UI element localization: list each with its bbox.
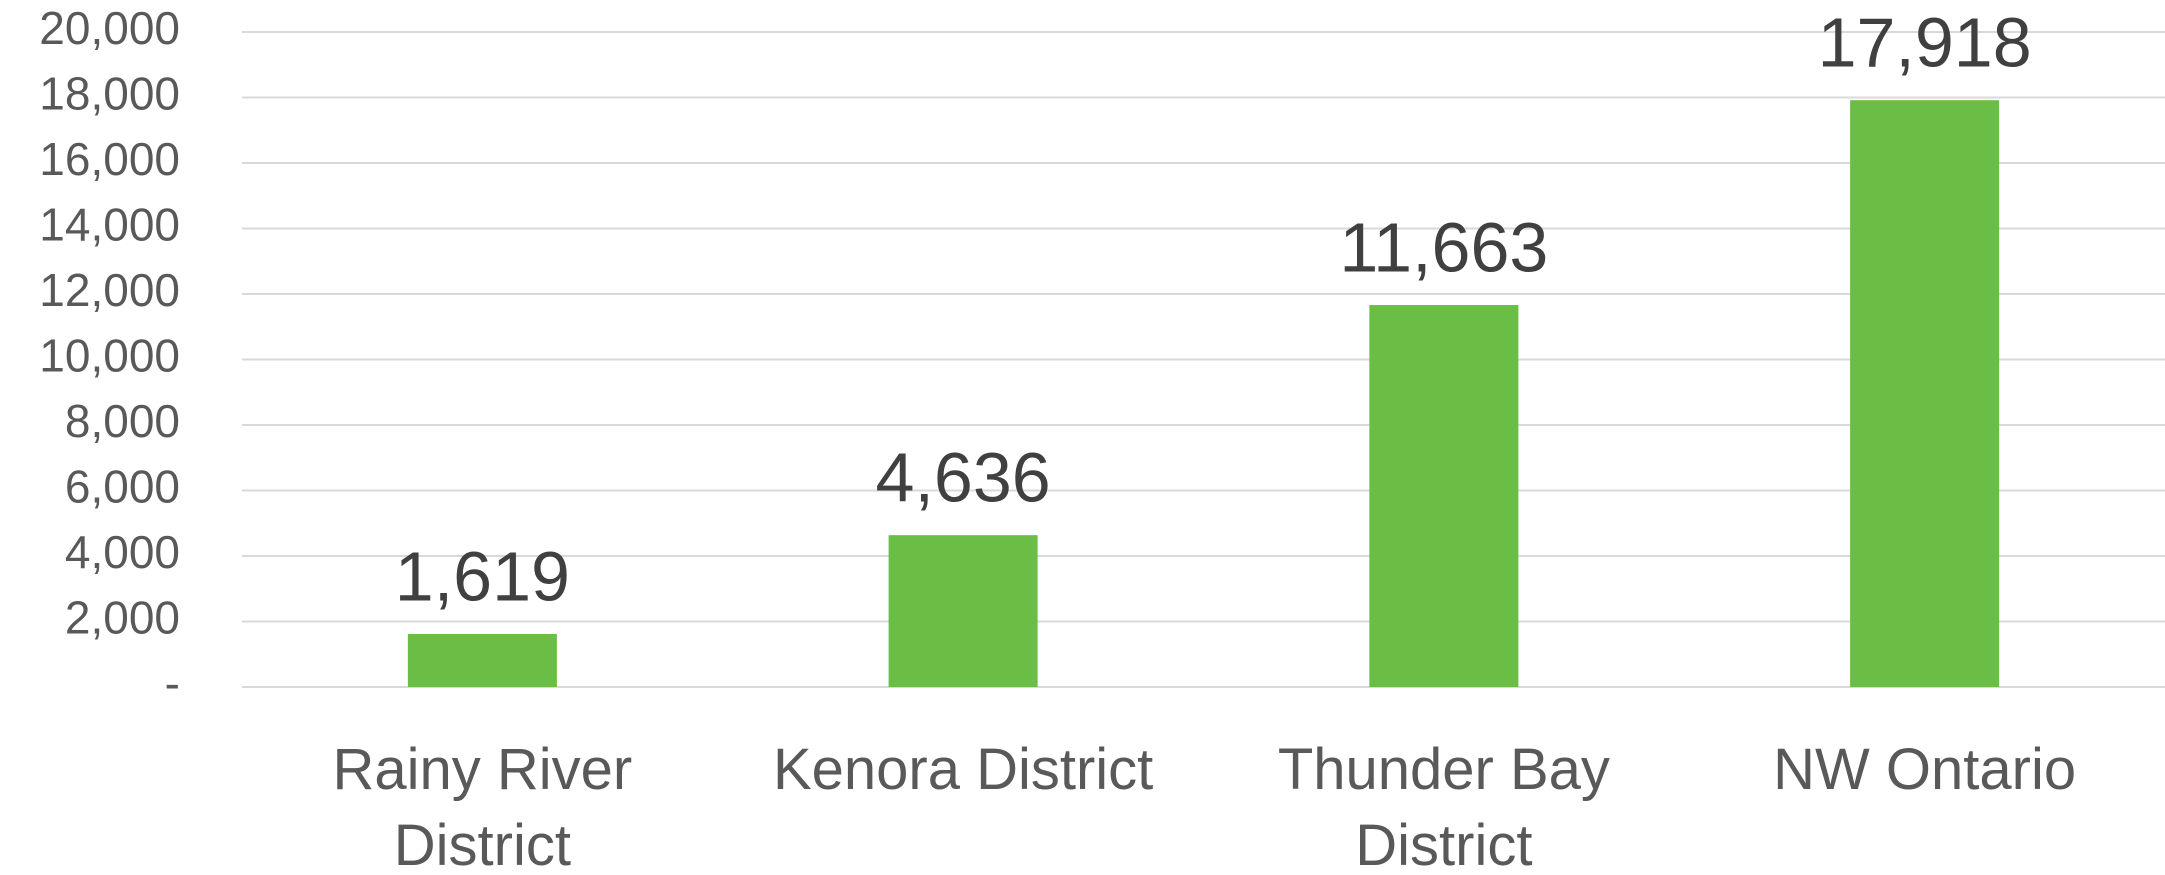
x-tick-label: Thunder Bay District xyxy=(1277,737,1610,875)
x-tick-label: Rainy River District xyxy=(332,737,633,875)
data-label: 4,636 xyxy=(876,439,1051,517)
data-label: 17,918 xyxy=(1818,4,2032,82)
data-label: 11,663 xyxy=(1339,209,1548,287)
y-tick-label: 2,000 xyxy=(65,592,180,644)
y-tick-label: 4,000 xyxy=(65,526,180,578)
y-tick-label: 8,000 xyxy=(65,395,180,447)
y-tick-label: 20,000 xyxy=(39,2,180,54)
y-tick-label: 10,000 xyxy=(39,330,180,382)
x-tick-label: Kenora District xyxy=(772,737,1154,802)
bar xyxy=(888,535,1038,687)
data-label: 1,619 xyxy=(395,537,570,615)
y-tick-label: 12,000 xyxy=(39,264,180,316)
y-tick-label: 18,000 xyxy=(39,68,180,120)
y-tick-label: 6,000 xyxy=(65,461,180,513)
x-tick-label: NW Ontario xyxy=(1773,737,2077,802)
bar xyxy=(407,633,557,687)
y-tick-label: 16,000 xyxy=(39,133,180,185)
y-tick-label: 14,000 xyxy=(39,199,180,251)
bar xyxy=(1850,100,2000,688)
bar xyxy=(1369,305,1519,687)
y-tick-label: - xyxy=(165,657,180,709)
